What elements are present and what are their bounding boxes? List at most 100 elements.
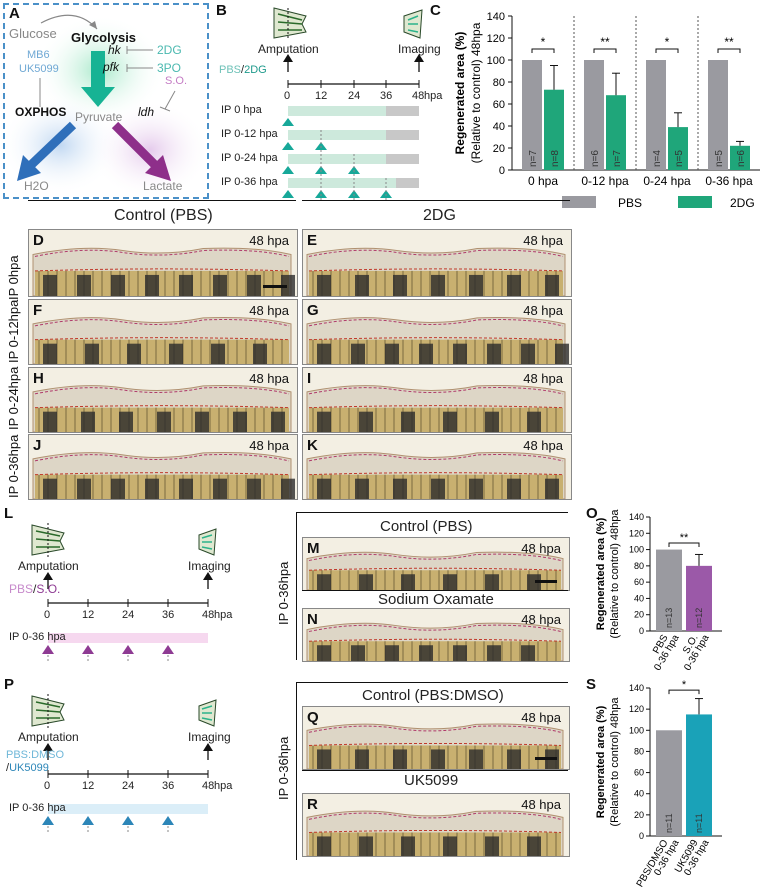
pigment-stripe (359, 411, 373, 432)
pigment-stripe (443, 411, 457, 432)
panel-b: B Amputation Imaging PBS/2DG 0 12 24 36 … (216, 2, 442, 202)
y-tick-label: 0 (639, 626, 644, 636)
pigment-stripe (453, 645, 467, 661)
y-axis-label: Regenerated area (%) (595, 517, 607, 630)
y-tick-label: 100 (629, 545, 644, 555)
pigment-stripe (127, 343, 141, 364)
tick-label: 36 (162, 780, 175, 792)
y-tick-label: 120 (629, 528, 644, 538)
panel-c: C 0 20 40 60 80 100 120 140 Regenerated area (%)… (430, 2, 767, 214)
time-label: 48 hpa (523, 303, 563, 318)
pigment-stripe (507, 274, 521, 296)
legend-label: PBS (618, 196, 642, 210)
panel-label: J (33, 437, 42, 454)
fin-photo: M 48 hpa (302, 537, 570, 591)
n-label: n=7 (612, 150, 623, 167)
time-label: 48 hpa (523, 371, 563, 386)
pyruvate-label: Pyruvate (75, 110, 123, 124)
y-tick-label: 100 (487, 55, 505, 67)
legend-label: 2DG (730, 196, 755, 210)
pigment-stripe (145, 274, 159, 296)
y-tick-label: 120 (629, 704, 644, 714)
pigment-stripe (179, 478, 193, 499)
y-axis-label-2: (Relative to control) 48hpa (609, 509, 621, 639)
pigment-stripe (545, 478, 559, 499)
pigment-stripe (317, 411, 331, 432)
panel-label: B (216, 2, 227, 19)
panel-s: S 0 20 40 60 80 100 120 140 Regenerated area (%)… (582, 676, 767, 892)
pigment-stripe (527, 574, 541, 590)
panel-label: K (307, 437, 318, 454)
column-header: 2DG (423, 207, 456, 224)
tick-label: 48 (202, 609, 215, 621)
treatment-bar (288, 130, 419, 140)
imaging-label: Imaging (398, 42, 441, 56)
imaging-label: Imaging (188, 730, 231, 744)
treatment-legend: PBS/2DG (219, 64, 267, 76)
metabolism-diagram (0, 14, 210, 200)
pigment-stripe (43, 478, 57, 499)
pigment-stripe (469, 478, 483, 499)
pigment-stripe (271, 411, 285, 432)
significance-bracket (717, 48, 741, 53)
significance-label: * (541, 35, 546, 49)
significance-bracket (668, 689, 700, 695)
pfk-label: pfk (103, 60, 120, 74)
tick-label: 24 (122, 780, 135, 792)
panel-label: C (430, 2, 441, 19)
n-label: n=8 (550, 150, 561, 167)
panel-label: I (307, 370, 312, 387)
amputation-line (308, 268, 564, 272)
amputation-line (34, 268, 290, 272)
fin-rays-base (309, 407, 563, 432)
x-tick-label: 0 hpa (528, 174, 558, 188)
fin-rays-base (35, 339, 289, 364)
y-tick-label: 0 (499, 165, 505, 177)
y-tick-label: 120 (487, 33, 505, 45)
y-axis-label-2: (Relative to control) 48hpa (469, 22, 483, 163)
time-label: 48 hpa (249, 233, 289, 248)
fin-photo: H 48 hpa (28, 367, 298, 433)
treat-a: PBS (9, 582, 34, 596)
bar (686, 565, 712, 631)
fin-photo: E 48 hpa (302, 229, 572, 297)
treat-b: S.O. (36, 582, 61, 596)
treat-b: UK5099 (9, 762, 49, 774)
tick-label: 0 (44, 780, 51, 792)
significance-bracket (668, 542, 700, 548)
amputation-line (34, 337, 290, 341)
pigment-stripe (317, 749, 331, 769)
oxphos-label: OXPHOS (15, 105, 67, 119)
fin-photo: F 48 hpa (28, 299, 298, 365)
pigment-stripe (527, 836, 541, 856)
pigment-stripe (157, 411, 171, 432)
row-label: IP 0-36 hpa (9, 631, 66, 643)
pigment-stripe (485, 836, 499, 856)
amputation-line (308, 337, 564, 341)
side-rule (296, 682, 297, 860)
pigment-stripe (555, 343, 569, 364)
row-label: IP 0-24hpa (6, 366, 21, 430)
y-tick-label: 140 (629, 683, 644, 693)
panel-a: A Glucose Glycolysis hk pfk 2DG 3PO MB6 … (0, 3, 210, 200)
pigment-stripe (469, 274, 483, 296)
panel-label: S (586, 676, 597, 693)
tick-label: 48 (412, 90, 425, 102)
tick-label: 12 (82, 780, 95, 792)
treat-sep: / (241, 64, 245, 76)
tick-label: 0 (44, 609, 51, 621)
glycolysis-label: Glycolysis (71, 30, 137, 45)
tick-label: 48 (202, 780, 215, 792)
header-2dg (302, 200, 570, 201)
y-tick-label: 100 (629, 725, 644, 735)
legend-swatch (678, 196, 712, 208)
unit-label: hpa (424, 90, 443, 102)
x-tick-label: 0-12 hpa (581, 174, 629, 188)
scale-bar (535, 580, 557, 583)
treatment-legend: PBS/S.O. (9, 582, 60, 596)
fin-photo: I 48 hpa (302, 367, 572, 433)
time-label: 48 hpa (521, 710, 561, 725)
glycolysis-arrow (81, 51, 115, 107)
panel-label: O (586, 505, 598, 522)
pigment-stripe (443, 836, 457, 856)
